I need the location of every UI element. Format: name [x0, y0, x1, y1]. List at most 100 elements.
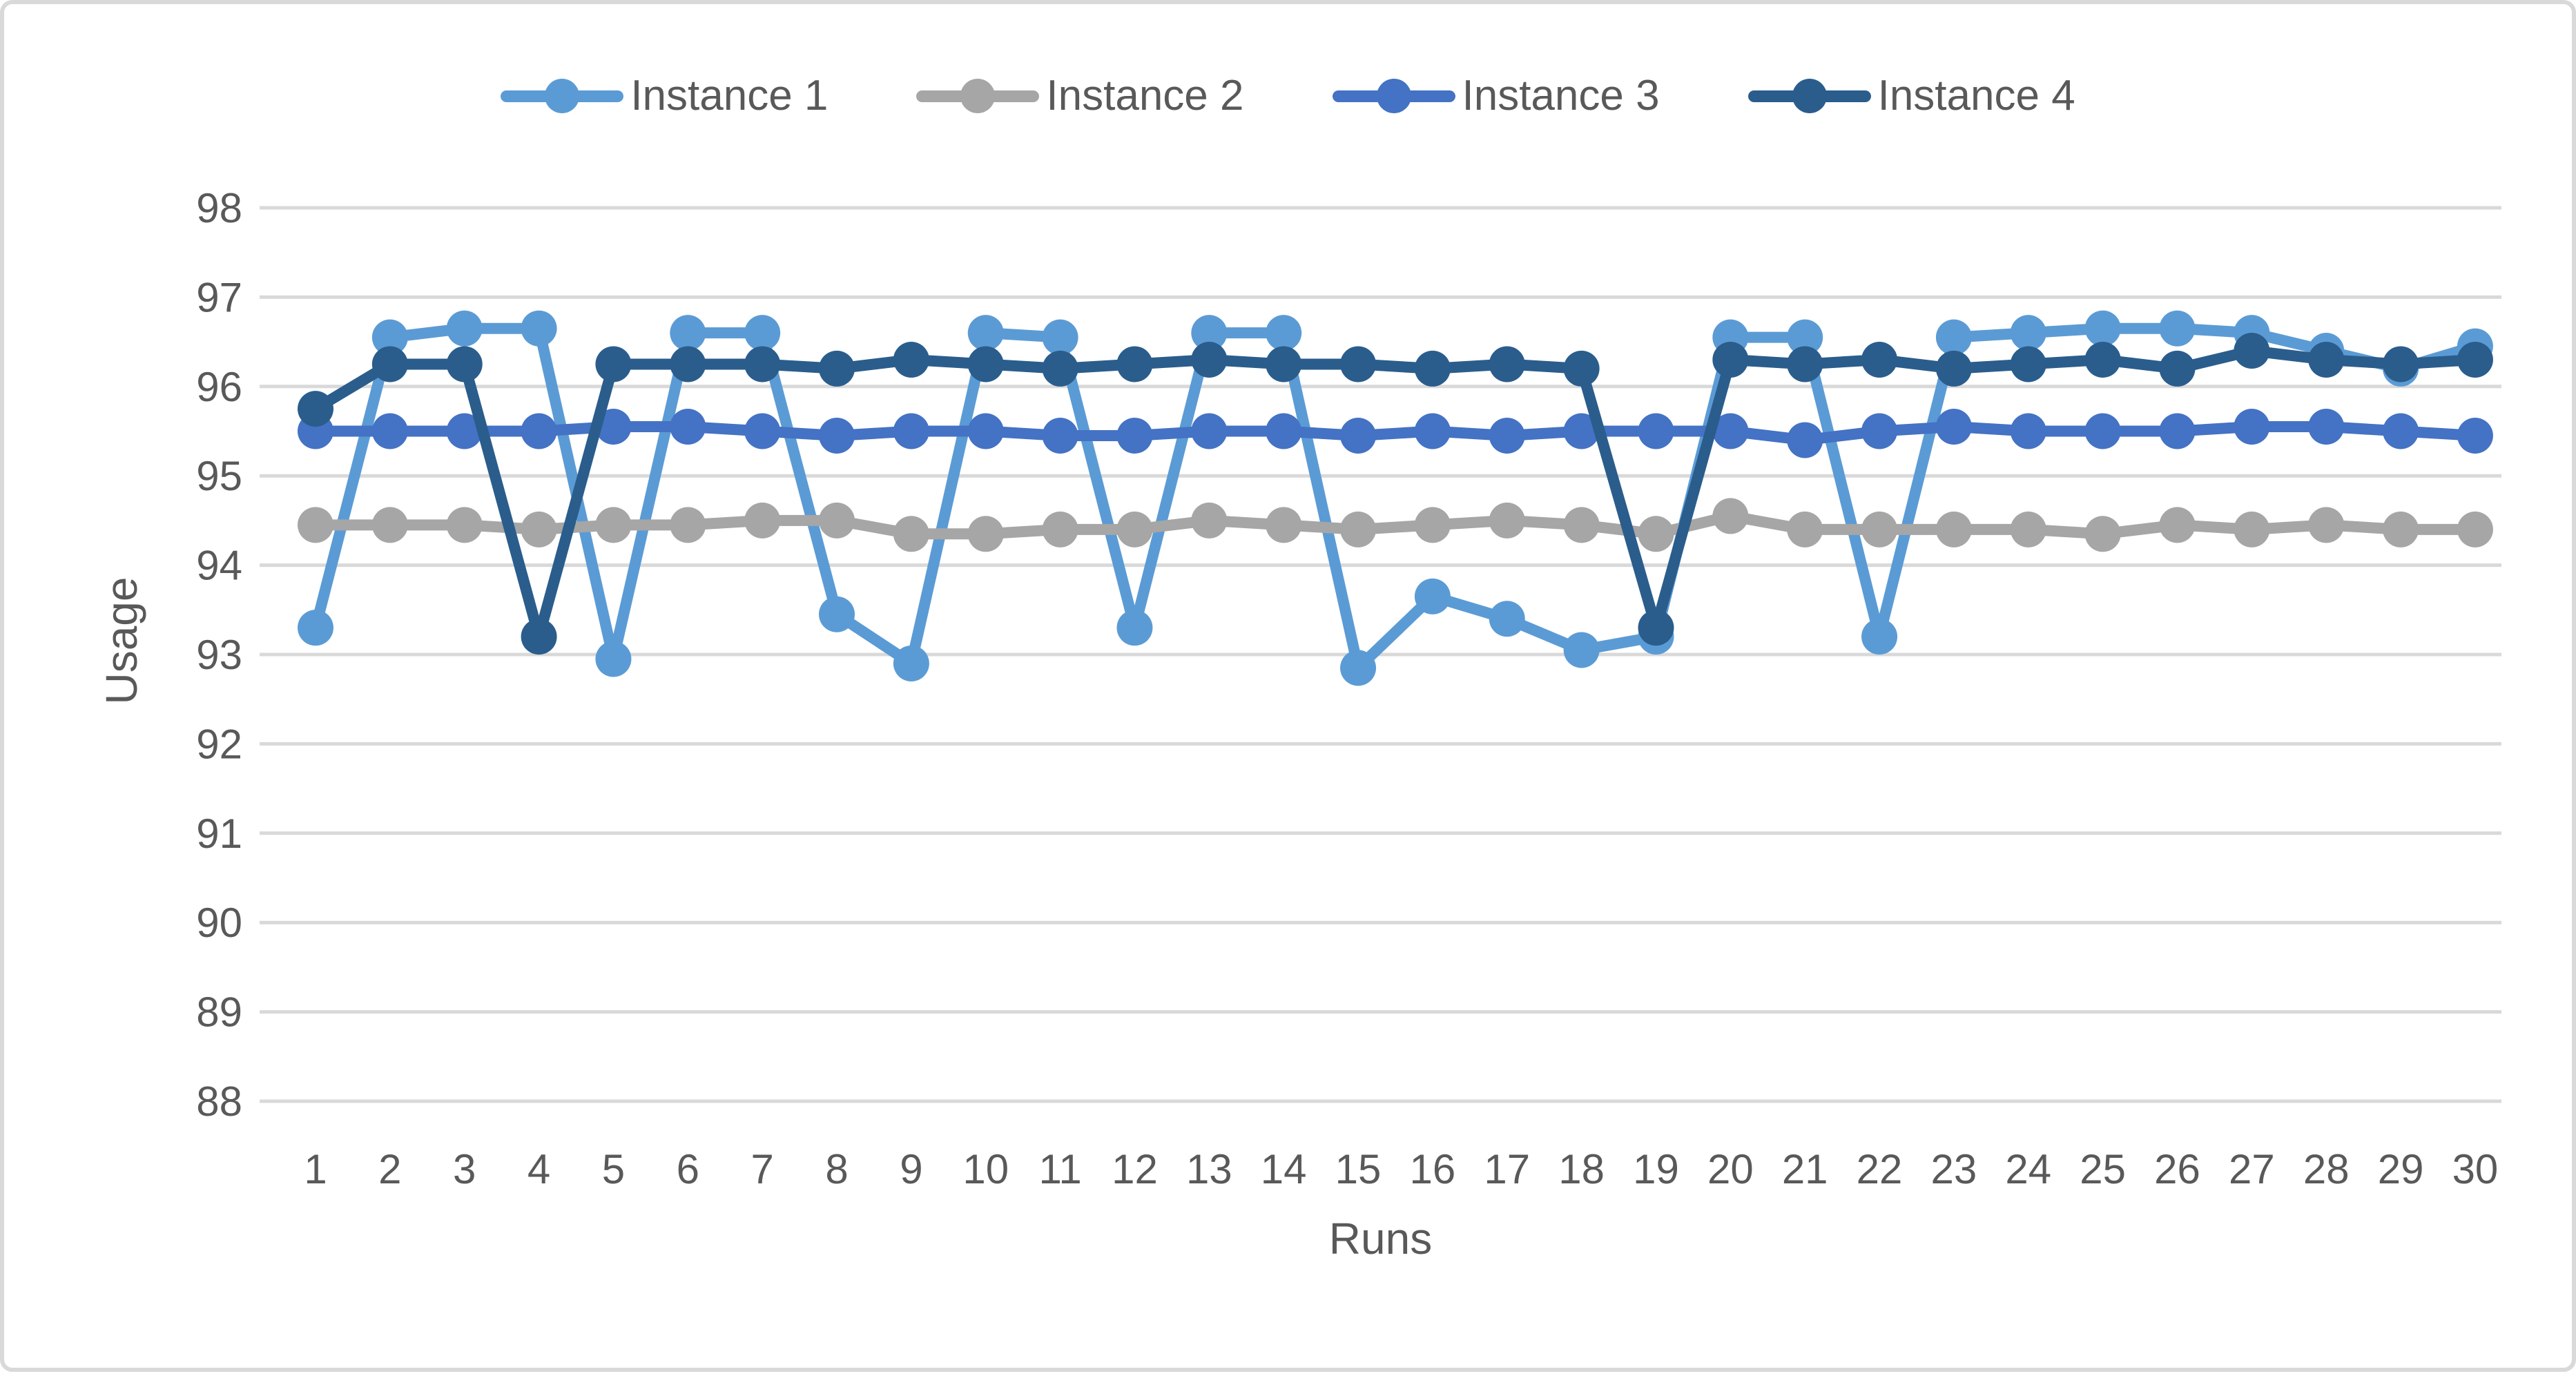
data-point-s4-run7	[744, 346, 781, 382]
data-point-s2-run15	[1340, 511, 1377, 548]
y-tick-label-98: 98	[196, 185, 242, 231]
x-tick-label-6: 6	[677, 1146, 699, 1192]
data-point-s1-run22	[1861, 619, 1898, 655]
data-point-s4-run3	[446, 346, 483, 382]
series-line-1	[310, 322, 2481, 674]
data-point-s1-run16	[1414, 578, 1451, 614]
data-point-s3-run25	[2084, 413, 2121, 449]
data-point-s2-run14	[1266, 507, 1302, 543]
data-point-s1-run7	[744, 315, 781, 351]
data-point-s3-run10	[967, 413, 1004, 449]
x-tick-label-13: 13	[1186, 1146, 1232, 1192]
series-line-4	[310, 345, 2481, 643]
data-point-s4-run17	[1489, 346, 1525, 382]
data-point-s1-run26	[2159, 310, 2196, 347]
data-point-s2-run16	[1414, 507, 1451, 543]
data-point-s4-run5	[595, 346, 632, 382]
x-tick-label-24: 24	[2005, 1146, 2051, 1192]
legend-label: Instance 1	[630, 72, 829, 119]
legend-item-instance-4: Instance 4	[1747, 75, 2075, 117]
data-point-s3-run16	[1414, 413, 1451, 449]
series-line-3	[310, 421, 2481, 446]
data-point-s3-run4	[521, 413, 557, 449]
data-point-s1-run23	[1935, 319, 1972, 356]
data-point-s2-run22	[1861, 511, 1898, 548]
legend-marker-dot-icon	[1376, 79, 1411, 113]
x-tick-label-17: 17	[1484, 1146, 1530, 1192]
x-tick-label-1: 1	[304, 1146, 327, 1192]
data-point-s3-run29	[2383, 413, 2419, 449]
data-point-s2-run6	[670, 507, 706, 543]
data-point-s4-run28	[2308, 341, 2345, 378]
data-point-s2-run7	[744, 502, 781, 539]
data-point-s4-run10	[967, 346, 1004, 382]
data-point-s4-run11	[1042, 350, 1078, 387]
data-point-s2-run25	[2084, 516, 2121, 552]
data-point-s2-run5	[595, 507, 632, 543]
data-point-s4-run2	[371, 346, 408, 382]
data-point-s2-run10	[967, 516, 1004, 552]
legend-marker-dot-icon	[960, 79, 996, 113]
data-point-s4-run30	[2457, 341, 2493, 378]
y-tick-label-95: 95	[196, 453, 242, 499]
x-tick-label-21: 21	[1782, 1146, 1828, 1192]
x-tick-label-15: 15	[1335, 1146, 1382, 1192]
data-point-s1-run1	[298, 610, 333, 646]
y-tick-label-89: 89	[196, 989, 242, 1036]
data-point-s3-run24	[2010, 413, 2046, 449]
x-tick-label-23: 23	[1931, 1146, 1977, 1192]
data-point-s3-run6	[670, 409, 706, 445]
data-point-s3-run11	[1042, 417, 1078, 454]
data-point-s4-run15	[1340, 346, 1377, 382]
data-point-s2-run1	[298, 507, 333, 543]
data-point-s1-run13	[1191, 315, 1228, 351]
data-point-s1-run11	[1042, 319, 1078, 356]
chart-legend: Instance 1 Instance 2 Instance 3 Instance 4	[4, 75, 2572, 117]
data-point-s3-run7	[744, 413, 781, 449]
data-point-s1-run6	[670, 315, 706, 351]
x-tick-label-2: 2	[378, 1146, 401, 1192]
data-point-s3-run20	[1712, 413, 1749, 449]
data-point-s2-run11	[1042, 511, 1078, 548]
data-point-s4-run19	[1638, 610, 1674, 646]
data-point-s1-run10	[967, 315, 1004, 351]
data-point-s1-run3	[446, 310, 483, 347]
y-tick-label-92: 92	[196, 721, 242, 767]
y-axis-title: Usage	[97, 576, 146, 705]
data-point-s4-run29	[2383, 346, 2419, 382]
data-point-s2-run23	[1935, 511, 1972, 548]
x-tick-label-18: 18	[1558, 1146, 1605, 1192]
data-point-s4-run21	[1787, 346, 1823, 382]
data-point-s4-run1	[298, 391, 333, 427]
data-point-s3-run27	[2234, 409, 2270, 445]
x-tick-label-26: 26	[2154, 1146, 2200, 1192]
legend-marker-dot-icon	[545, 79, 580, 113]
legend-marker-dot-icon	[1792, 79, 1827, 113]
x-tick-label-5: 5	[602, 1146, 625, 1192]
x-tick-label-8: 8	[825, 1146, 848, 1192]
data-point-s1-run15	[1340, 650, 1377, 686]
data-point-s4-run6	[670, 346, 706, 382]
legend-item-instance-3: Instance 3	[1332, 72, 1660, 119]
data-point-s2-run8	[819, 502, 855, 539]
data-point-s3-run28	[2308, 409, 2345, 445]
data-point-s2-run3	[446, 507, 483, 543]
data-point-s2-run20	[1712, 498, 1749, 534]
y-tick-label-96: 96	[196, 364, 242, 410]
data-point-s3-run14	[1266, 413, 1302, 449]
data-point-s2-run13	[1191, 502, 1228, 539]
x-tick-label-27: 27	[2229, 1146, 2275, 1192]
x-tick-label-20: 20	[1707, 1146, 1754, 1192]
x-tick-label-12: 12	[1112, 1146, 1158, 1192]
data-point-s3-run9	[893, 413, 929, 449]
x-tick-label-3: 3	[453, 1146, 476, 1192]
x-tick-label-30: 30	[2452, 1146, 2499, 1192]
x-tick-label-19: 19	[1633, 1146, 1679, 1192]
x-tick-label-9: 9	[900, 1146, 922, 1192]
legend-label: Instance 3	[1462, 72, 1660, 119]
data-point-s1-run21	[1787, 319, 1823, 356]
data-point-s4-run13	[1191, 341, 1228, 378]
y-tick-label-94: 94	[196, 543, 242, 589]
